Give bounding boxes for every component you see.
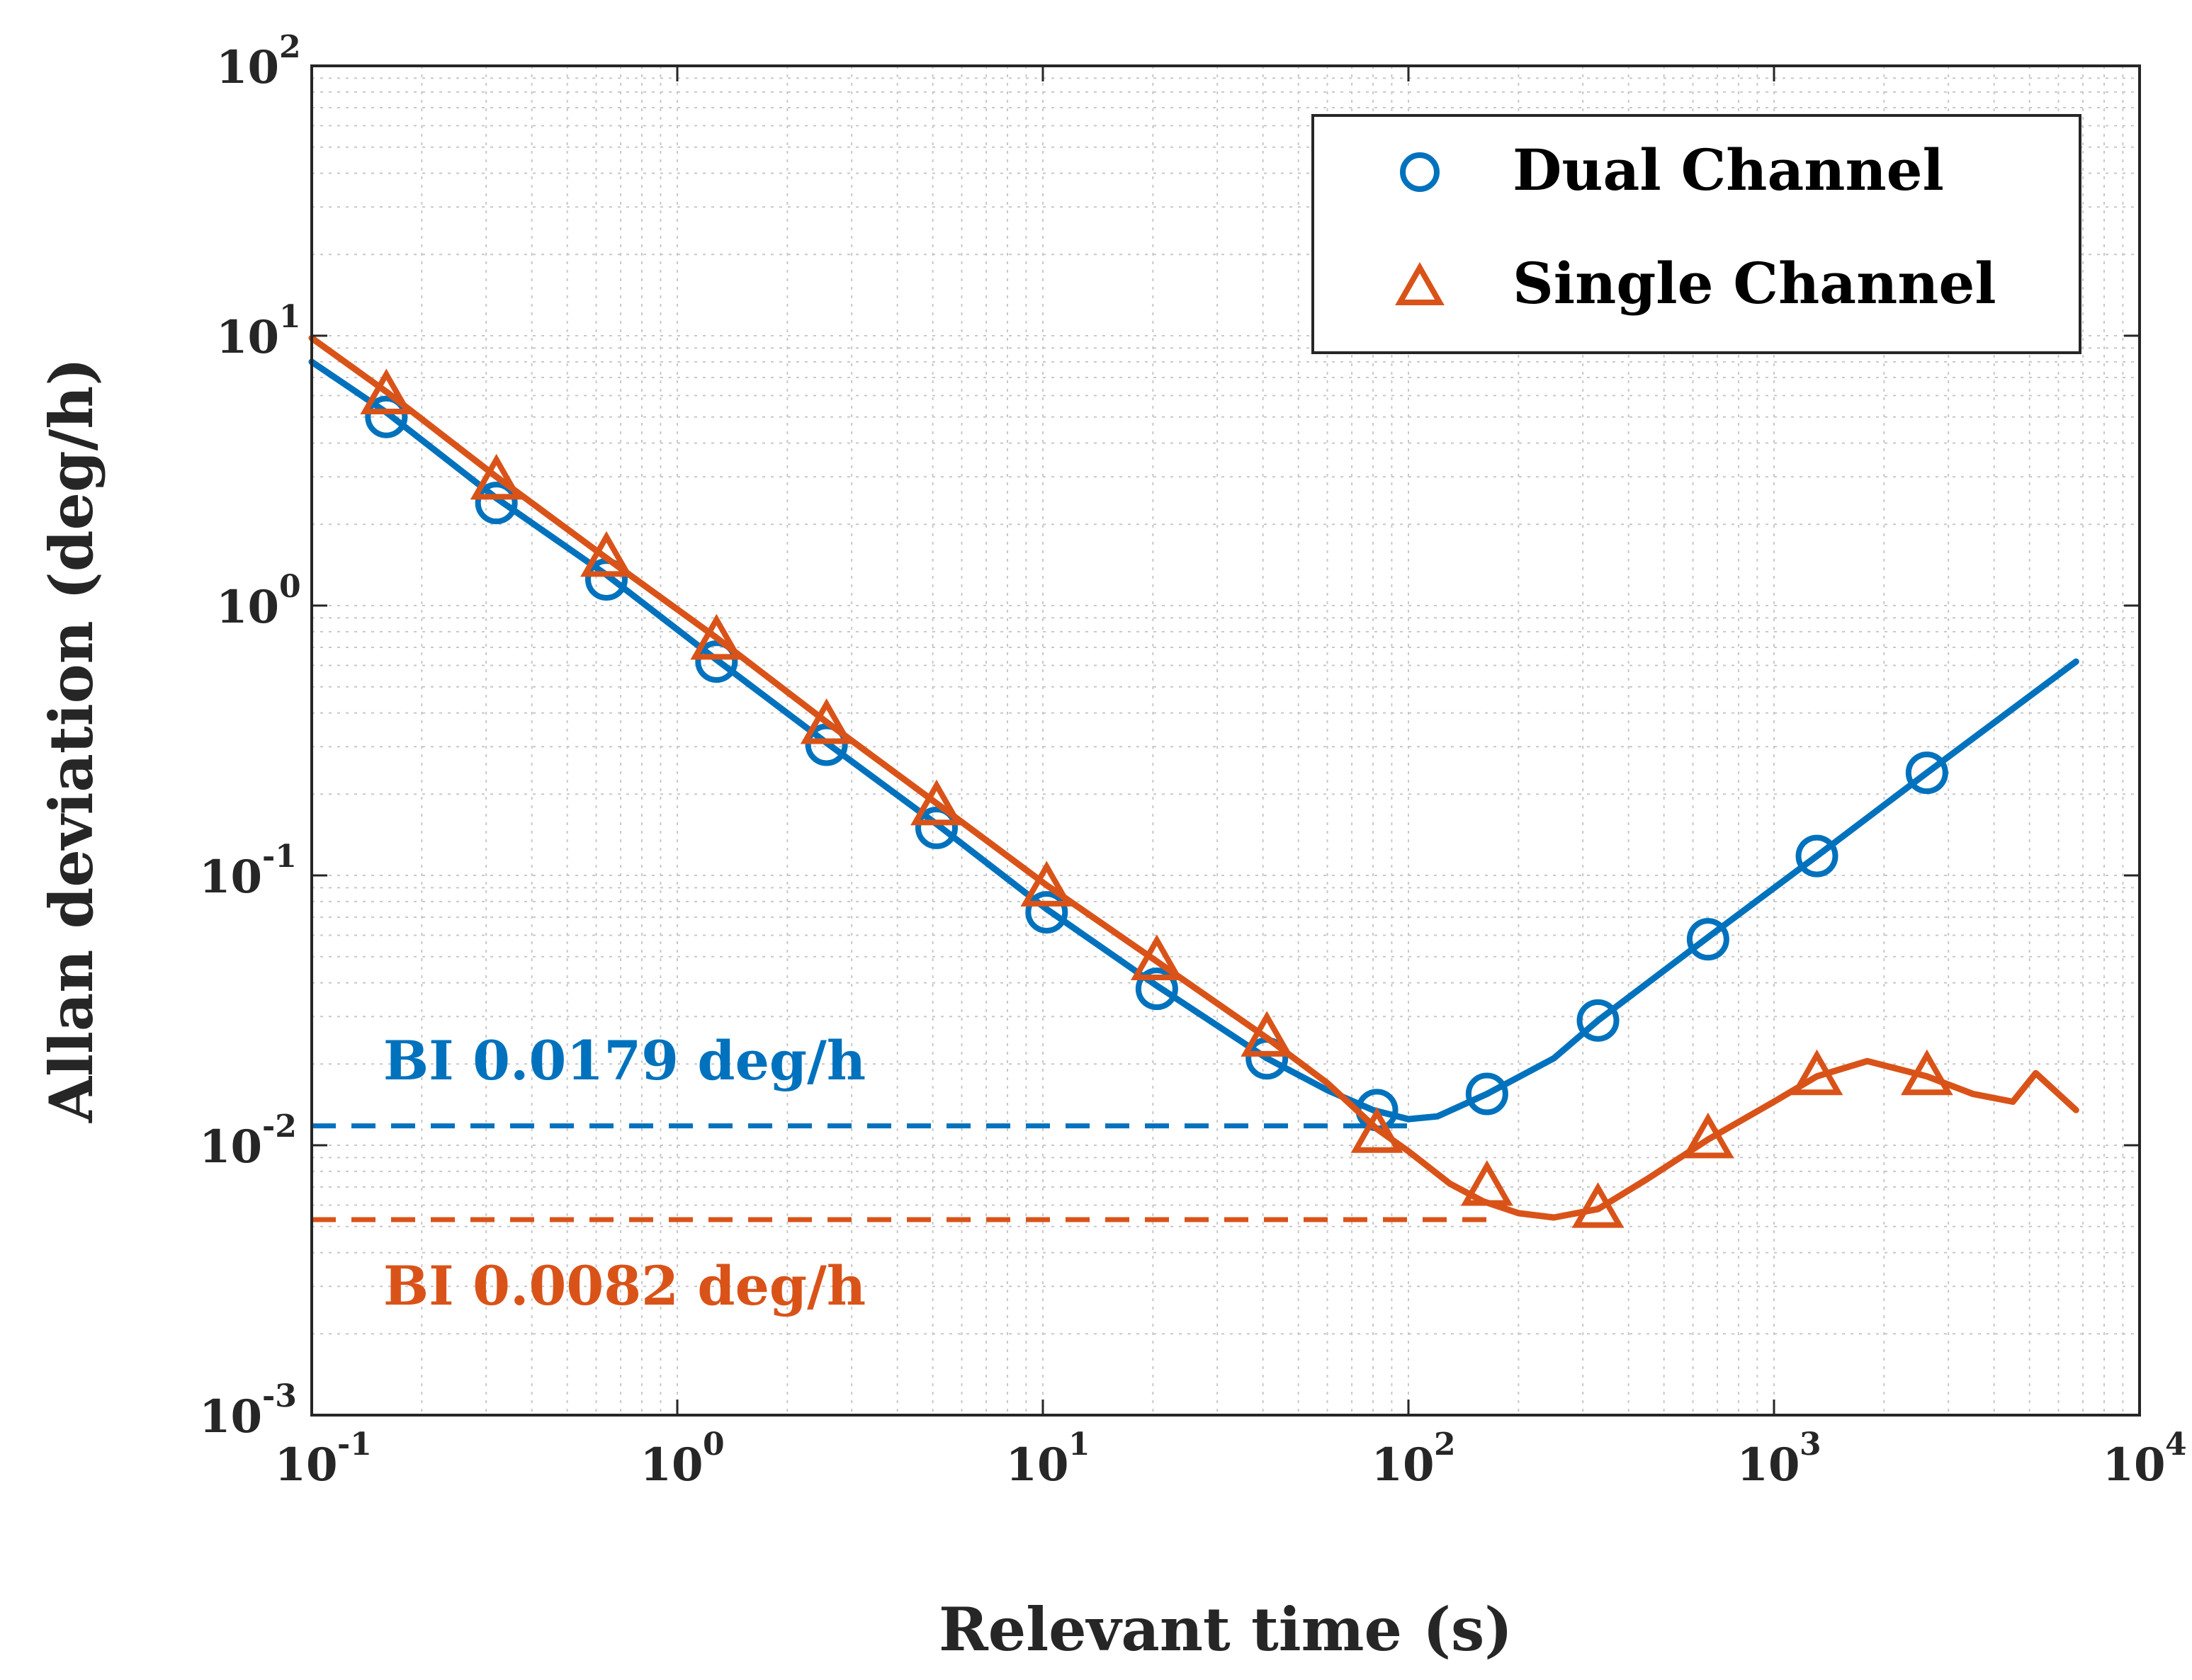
data-point-circle: [365, 395, 408, 438]
x-tick-label: 10: [1736, 1438, 1800, 1492]
data-point-triangle: [1130, 934, 1183, 980]
data-point-triangle: [800, 698, 853, 744]
y-tick-label: 10: [216, 311, 279, 364]
data-point-circle: [1135, 967, 1178, 1011]
series-line: [308, 358, 2079, 1123]
bias-instability-labels: BI 0.0179 deg/h BI 0.0082 deg/h: [383, 1029, 866, 1317]
data-point-triangle: [1350, 1107, 1403, 1153]
legend-box: [1311, 114, 2081, 354]
x-tick-label: 10: [1005, 1438, 1068, 1492]
data-point-circle: [1795, 834, 1838, 878]
series-line: [308, 334, 2079, 1221]
grid: [312, 66, 2140, 1415]
x-axis-label: Relevant time (s): [939, 1594, 1513, 1664]
data-point-circle: [805, 723, 848, 766]
y-tick-exponent: 1: [279, 299, 301, 335]
y-tick-exponent: -3: [262, 1378, 297, 1414]
data-point-triangle: [690, 613, 743, 660]
x-tick-exponent: 1: [1068, 1426, 1090, 1463]
data-point-circle: [915, 806, 958, 849]
data-point-triangle: [360, 368, 413, 415]
data-point-triangle: [1900, 1049, 1953, 1096]
x-tick-exponent: -1: [337, 1426, 372, 1463]
legend-marker-triangle: [1395, 261, 1445, 305]
data-point-triangle: [580, 530, 633, 577]
x-tick-label: 10: [2102, 1438, 2165, 1492]
x-tick-exponent: 0: [703, 1426, 725, 1463]
x-tick-exponent: 3: [1800, 1426, 1821, 1463]
data-point-circle: [1025, 891, 1068, 934]
data-point-triangle: [1241, 1011, 1294, 1057]
data-point-circle: [695, 640, 738, 683]
y-tick-exponent: 0: [279, 569, 301, 605]
data-point-triangle: [1020, 861, 1073, 907]
data-point-circle: [1686, 918, 1729, 961]
x-tick-labels: 10 -1 10 0 10 1 10 2 10 3 10 4: [274, 66, 2187, 1492]
x-tick-label: 10: [274, 1438, 337, 1492]
data-point-triangle: [470, 453, 523, 500]
y-axis-label: Allan deviation (deg/h): [36, 358, 106, 1123]
plot-frame: [310, 64, 2141, 1417]
data-point-circle: [1465, 1072, 1508, 1116]
legend-marker-circle: [1400, 152, 1440, 192]
data-point-circle: [475, 482, 518, 525]
x-tick-label: 10: [1371, 1438, 1434, 1492]
data-point-triangle: [1790, 1049, 1843, 1096]
data-point-triangle: [1571, 1182, 1625, 1228]
y-tick-exponent: 2: [279, 29, 301, 65]
y-tick-exponent: -1: [262, 839, 297, 875]
bias-instability-label: BI 0.0082 deg/h: [383, 1254, 866, 1317]
y-tick-label: 10: [216, 581, 279, 634]
bias-instability-label: BI 0.0179 deg/h: [383, 1029, 866, 1092]
data-point-triangle: [1681, 1112, 1734, 1159]
data-series: [308, 334, 2079, 1228]
legend-label: Dual Channel: [1513, 137, 1944, 203]
x-tick-label: 10: [640, 1438, 703, 1492]
y-tick-label: 10: [199, 1120, 262, 1174]
x-tick-exponent: 2: [1434, 1426, 1456, 1463]
y-tick-label: 10: [216, 41, 279, 94]
y-tick-exponent: -2: [262, 1108, 297, 1145]
series-single-channel: [308, 334, 2079, 1228]
x-tick-exponent: 4: [2165, 1426, 2187, 1463]
y-tick-label: 10: [199, 851, 262, 904]
data-point-circle: [1576, 999, 1620, 1042]
y-tick-label: 10: [199, 1390, 262, 1443]
legend: Dual Channel Single Channel: [1311, 114, 2081, 354]
data-point-circle: [1905, 751, 1948, 795]
data-point-triangle: [1460, 1159, 1513, 1206]
legend-label: Single Channel: [1513, 250, 1996, 317]
bias-instability-lines: [312, 1123, 1493, 1222]
data-point-triangle: [910, 779, 963, 826]
series-dual-channel: [308, 358, 2079, 1132]
